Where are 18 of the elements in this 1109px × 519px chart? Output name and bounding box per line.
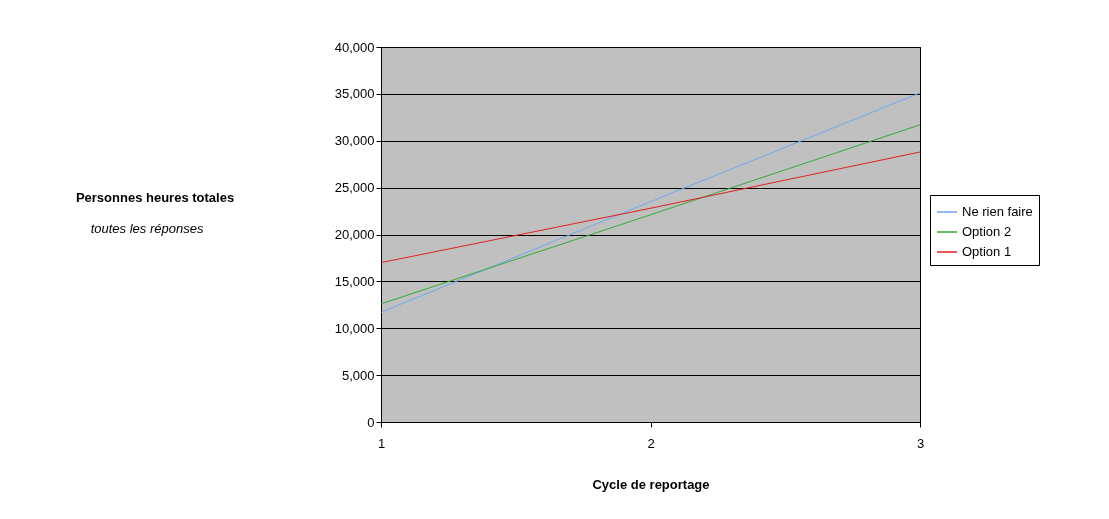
y-tick-label: 10,000 xyxy=(334,320,375,336)
x-tick-label: 1 xyxy=(377,435,386,451)
legend-label: Option 1 xyxy=(962,244,1012,259)
y-tick-label: 20,000 xyxy=(334,227,375,242)
y-tick-label: 35,000 xyxy=(334,86,375,102)
y-tick-label: 30,000 xyxy=(334,133,375,149)
y-tick-label: 5,000 xyxy=(341,367,375,383)
x-tick-label: 2 xyxy=(647,435,655,451)
x-tick-label: 3 xyxy=(916,435,925,451)
text: Personnes heures totales xyxy=(75,190,235,205)
y-tick-label: 15,000 xyxy=(334,273,375,289)
legend-label: Ne rien faire xyxy=(962,204,1033,219)
text: toutes les réponses xyxy=(90,221,204,236)
y-tick-label: 25,000 xyxy=(334,180,375,196)
y-tick-label: 0 xyxy=(367,414,375,430)
legend-label: Option 2 xyxy=(962,224,1012,239)
y-tick-label: 40,000 xyxy=(334,39,375,55)
x-axis-title: Cycle de reportage xyxy=(592,476,710,492)
